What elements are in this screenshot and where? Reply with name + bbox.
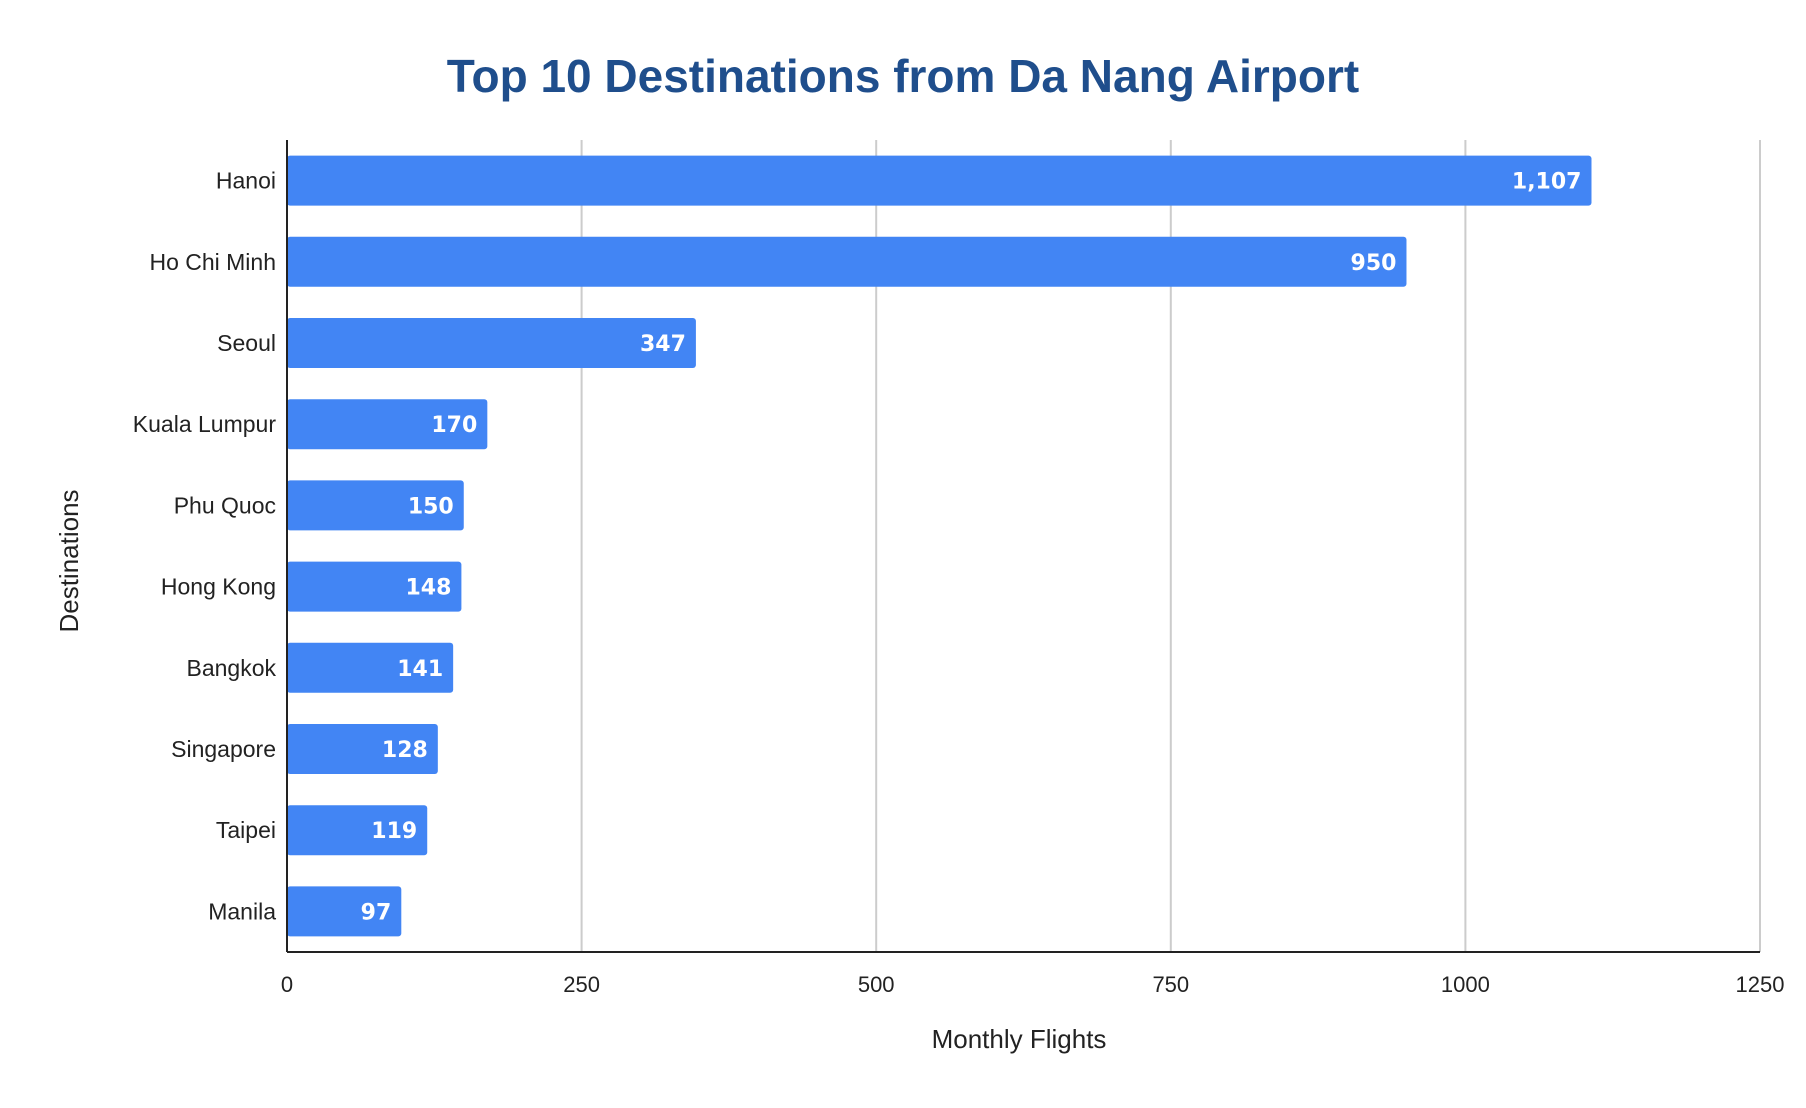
bar-hong-kong	[287, 561, 462, 612]
bar-hanoi	[287, 155, 1592, 206]
category-label: Hong Kong	[161, 574, 276, 600]
x-tick-label: 500	[858, 972, 895, 997]
data-label: 170	[431, 413, 477, 438]
category-label: Taipei	[216, 817, 276, 843]
data-label: 347	[640, 332, 686, 357]
bar-kuala-lumpur	[287, 399, 488, 450]
bar-ho-chi-minh	[287, 236, 1407, 287]
x-tick-label: 750	[1152, 972, 1189, 997]
chart-title: Top 10 Destinations from Da Nang Airport	[447, 50, 1359, 102]
bar-bangkok	[287, 642, 454, 693]
x-tick-label: 1250	[1736, 972, 1785, 997]
bar-singapore	[287, 724, 438, 774]
bars	[287, 155, 1592, 937]
data-label: 950	[1351, 251, 1397, 276]
data-label: 141	[397, 657, 443, 682]
bar-manila	[287, 886, 402, 937]
data-label: 148	[405, 576, 451, 601]
x-tick-label: 1000	[1441, 972, 1490, 997]
x-tick-label: 250	[563, 972, 600, 997]
category-label: Seoul	[217, 330, 276, 356]
x-axis-title: Monthly Flights	[932, 1024, 1107, 1054]
axes	[286, 140, 1760, 953]
labels: 0 250 500 750 1000 1250 Hanoi 1,107 Ho Chi Minh 9…	[133, 168, 1785, 997]
x-tick-label: 0	[281, 972, 293, 997]
y-axis-title: Destinations	[54, 489, 84, 632]
bar-phu-quoc	[287, 480, 464, 531]
category-label: Kuala Lumpur	[133, 411, 277, 437]
data-label: 97	[361, 900, 392, 925]
data-label: 1,107	[1512, 170, 1582, 195]
category-label: Ho Chi Minh	[149, 249, 276, 275]
data-label: 119	[371, 819, 417, 844]
data-label: 150	[408, 494, 454, 519]
data-label: 128	[382, 738, 428, 763]
category-label: Phu Quoc	[174, 492, 276, 518]
category-label: Singapore	[171, 736, 276, 762]
category-label: Hanoi	[216, 168, 276, 194]
bar-taipei	[287, 805, 428, 856]
category-label: Manila	[208, 898, 276, 924]
bar-seoul	[287, 318, 696, 368]
category-label: Bangkok	[186, 655, 276, 681]
